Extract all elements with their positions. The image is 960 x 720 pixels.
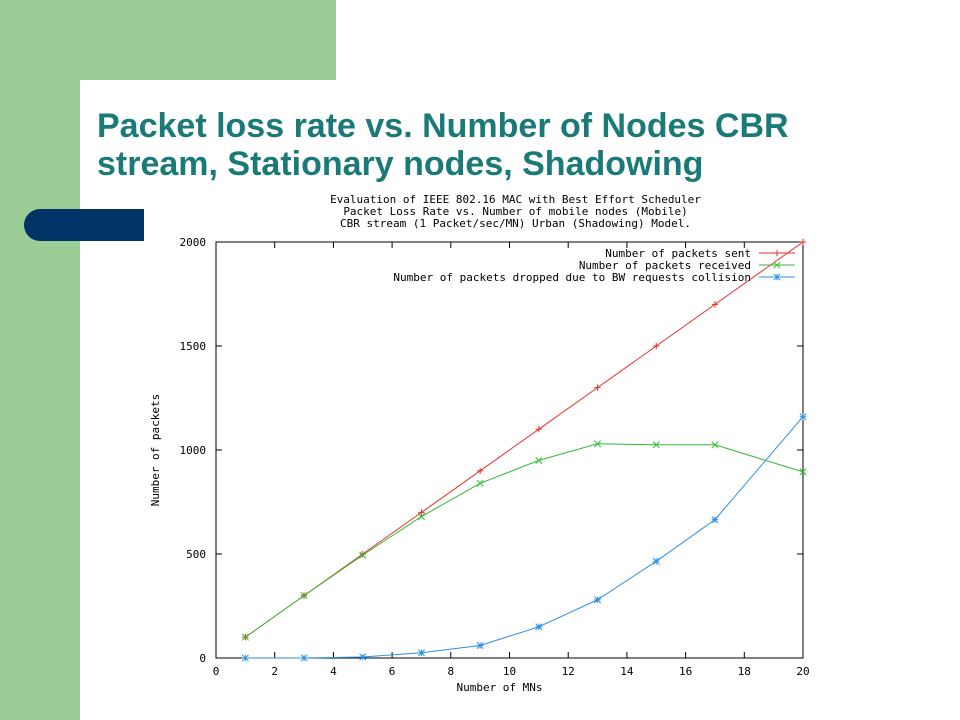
legend-marker — [773, 273, 781, 281]
data-point — [300, 654, 308, 662]
y-tick-label: 2000 — [180, 236, 207, 249]
data-point — [593, 440, 602, 448]
data-point — [535, 623, 543, 631]
x-tick-label: 16 — [679, 665, 692, 678]
legend-marker — [773, 261, 781, 269]
data-point — [535, 456, 543, 464]
data-point — [417, 513, 426, 521]
legend-label: Number of packets received — [579, 259, 751, 272]
data-point — [417, 649, 426, 657]
data-point — [711, 441, 719, 449]
data-point — [799, 468, 807, 476]
data-point — [653, 342, 660, 350]
series-line-3 — [245, 416, 804, 659]
y-tick-label: 0 — [199, 652, 206, 665]
line-chart: Evaluation of IEEE 802.16 MAC with Best … — [149, 193, 810, 694]
data-point — [359, 653, 367, 661]
data-point — [711, 516, 719, 524]
y-tick-label: 500 — [186, 548, 206, 561]
x-tick-label: 6 — [389, 665, 396, 678]
chart-title-line: Packet Loss Rate vs. Number of mobile no… — [343, 205, 687, 218]
data-point — [593, 596, 602, 604]
x-tick-label: 4 — [330, 665, 337, 678]
data-point — [359, 551, 367, 559]
top-green-band — [0, 0, 336, 80]
data-point — [652, 557, 660, 565]
slide-title: Packet loss rate vs. Number of Nodes CBR… — [97, 107, 789, 183]
chart-title-line: CBR stream (1 Packet/sec/MN) Urban (Shad… — [340, 217, 691, 230]
data-point — [241, 654, 249, 662]
data-point — [594, 384, 601, 391]
x-tick-label: 2 — [271, 665, 278, 678]
data-point — [476, 479, 484, 487]
data-point — [476, 467, 484, 474]
accent-bar — [24, 209, 144, 241]
data-point — [535, 426, 543, 433]
y-tick-label: 1000 — [180, 444, 207, 457]
data-point — [476, 641, 484, 650]
data-point — [241, 633, 249, 641]
data-point — [799, 413, 807, 421]
x-tick-label: 0 — [213, 665, 220, 678]
x-tick-label: 18 — [738, 665, 751, 678]
x-tick-label: 20 — [796, 665, 809, 678]
data-point — [799, 238, 807, 246]
legend-label: Number of packets sent — [605, 247, 751, 260]
data-point — [652, 441, 660, 449]
content-panel — [80, 80, 960, 720]
chart-title-line: Evaluation of IEEE 802.16 MAC with Best … — [330, 193, 701, 206]
x-tick-label: 8 — [447, 665, 454, 678]
data-point — [300, 592, 308, 600]
x-tick-label: 14 — [620, 665, 634, 678]
x-axis-label: Number of MNs — [456, 681, 542, 694]
legend-label: Number of packets dropped due to BW requ… — [393, 271, 751, 284]
sidebar-green-band — [0, 0, 80, 720]
data-point — [711, 301, 719, 308]
series-line-2 — [245, 443, 804, 638]
legend-marker — [773, 249, 781, 257]
x-tick-label: 10 — [503, 665, 516, 678]
data-point — [418, 509, 425, 516]
y-axis-label: Number of packets — [149, 394, 162, 507]
y-tick-label: 1500 — [180, 340, 207, 353]
x-tick-label: 12 — [562, 665, 575, 678]
